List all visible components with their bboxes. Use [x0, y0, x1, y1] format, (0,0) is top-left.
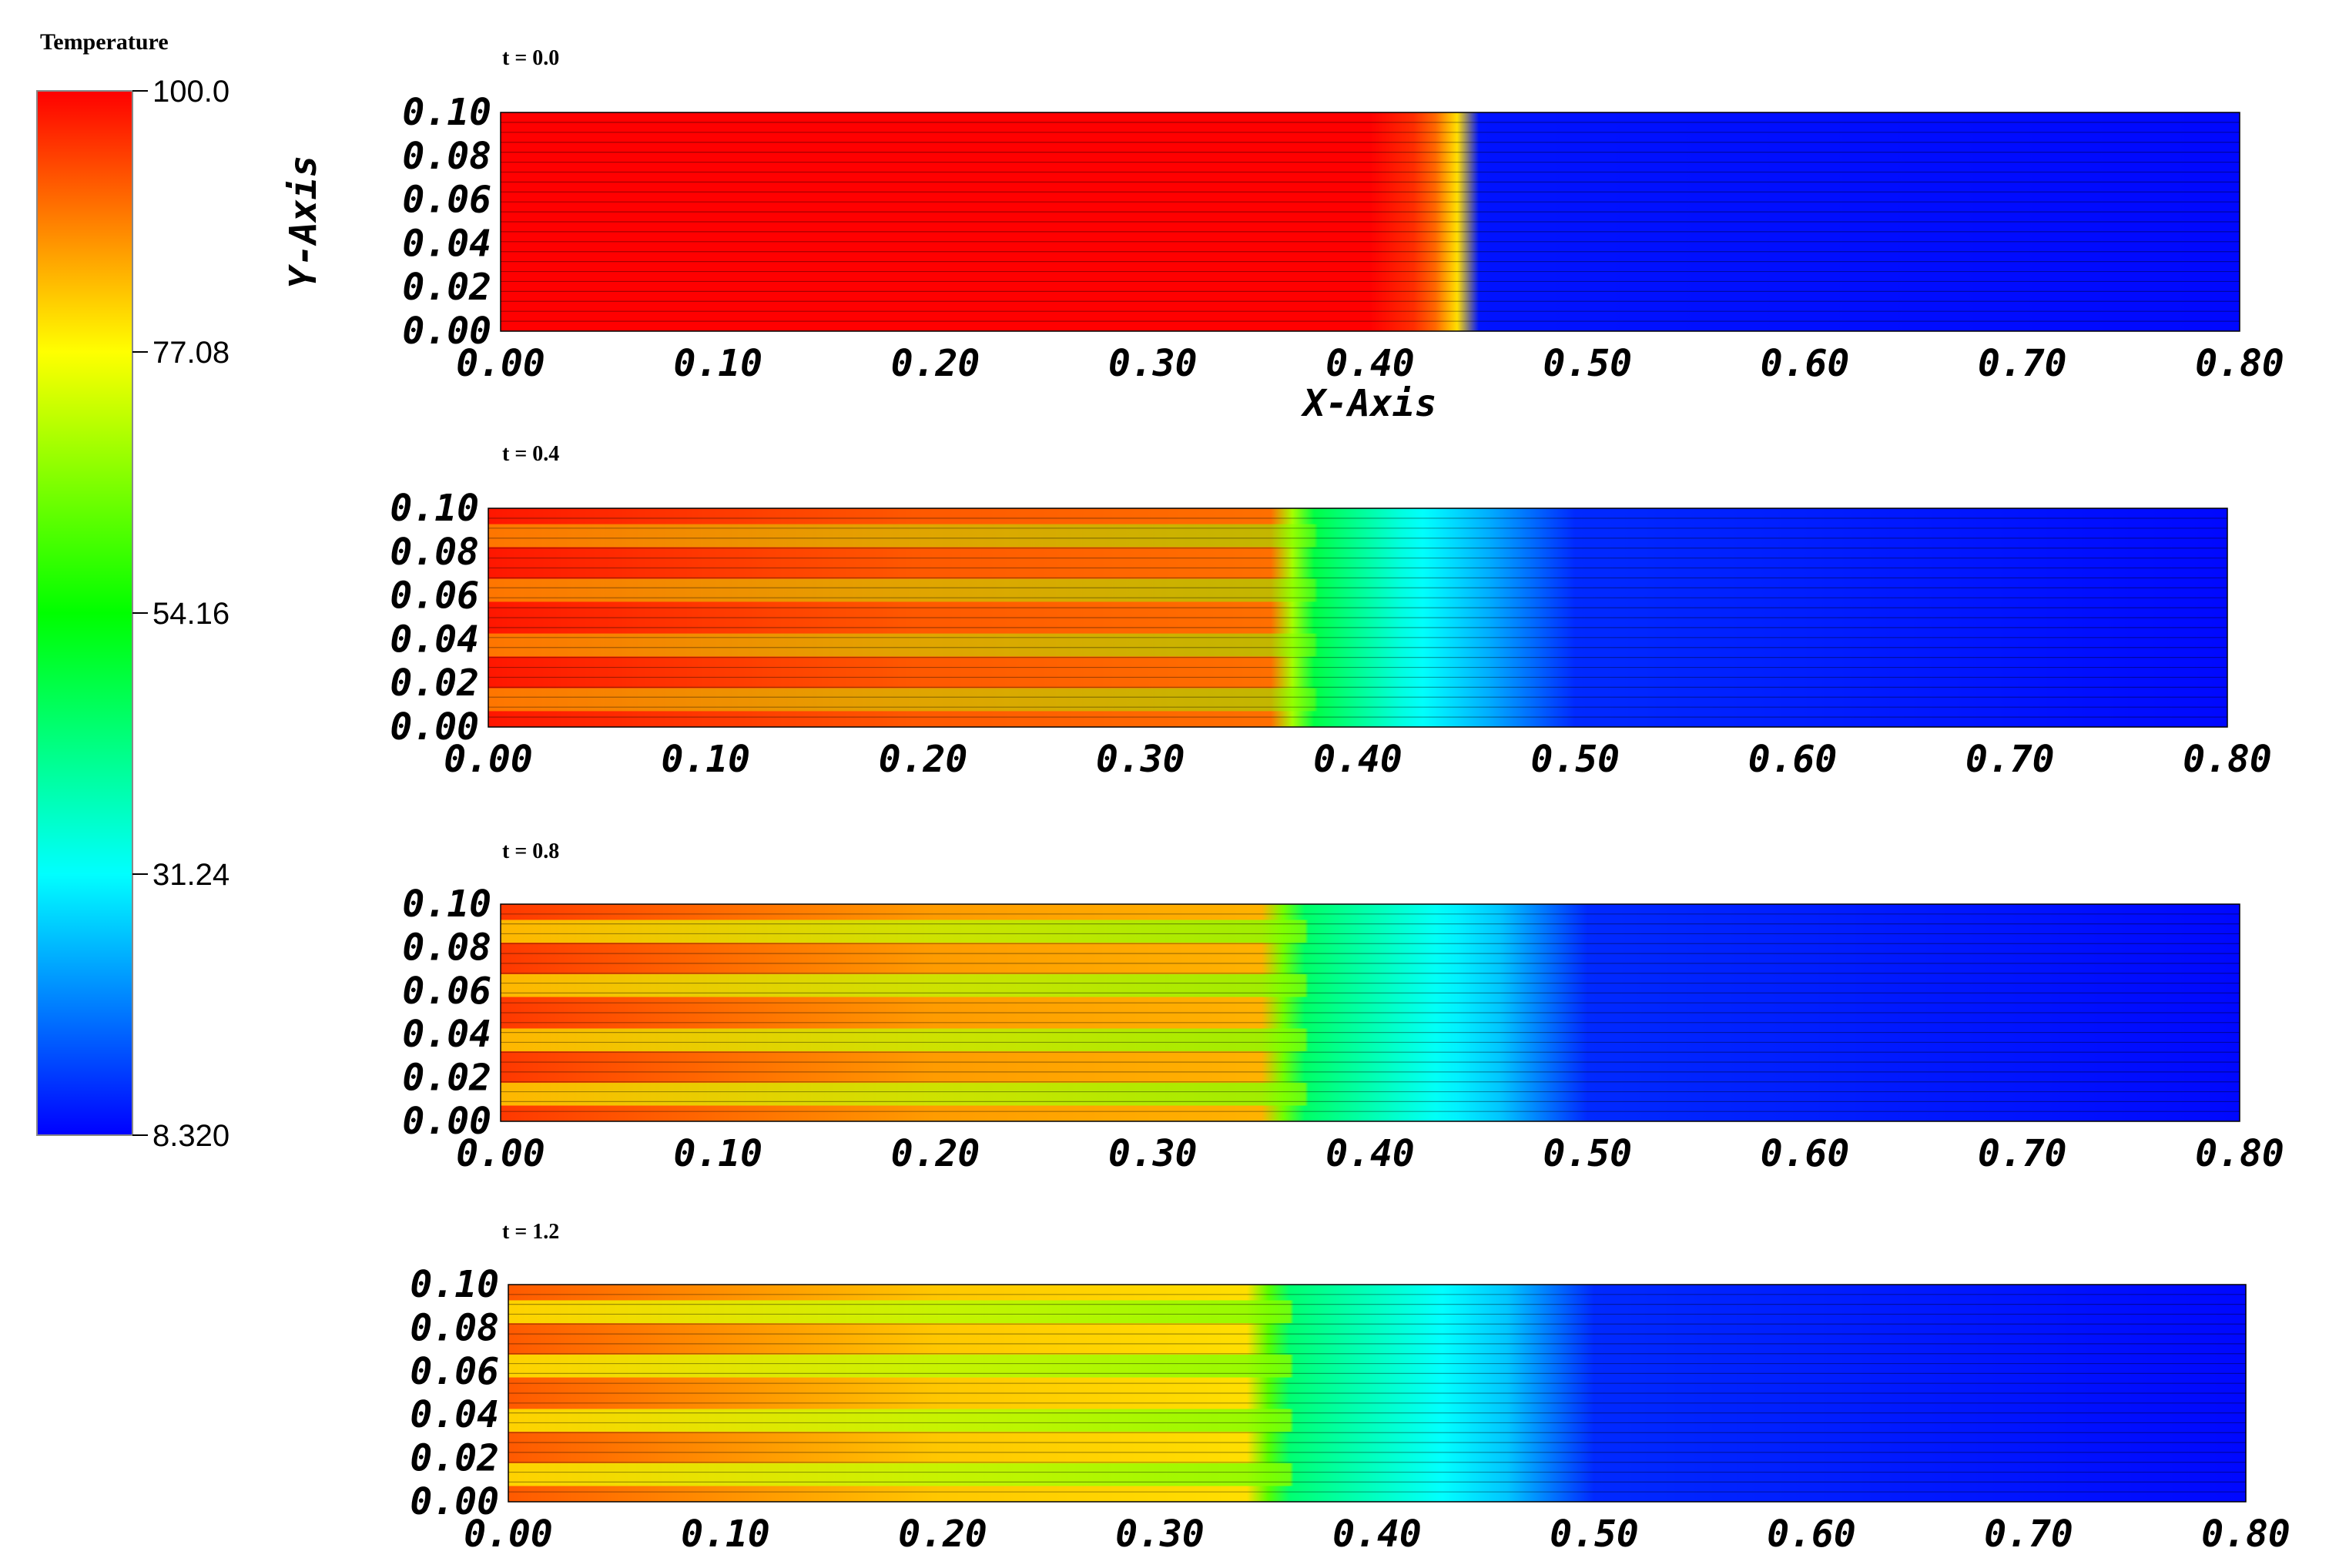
- y-tick-label: 0.00: [402, 1100, 491, 1143]
- x-tick-label: 0.50: [1550, 1513, 1639, 1556]
- x-tick-label: 0.60: [1761, 342, 1850, 385]
- x-tick-label: 0.10: [681, 1513, 770, 1556]
- colorbar-tick-label: 54.16: [152, 597, 230, 631]
- x-tick-label: 0.60: [1767, 1513, 1856, 1556]
- plot-frame: [508, 1284, 2247, 1503]
- x-tick-label: 0.50: [1543, 342, 1632, 385]
- y-tick-label: 0.10: [402, 91, 491, 134]
- x-tick-label: 0.40: [1313, 738, 1402, 781]
- x-tick-label: 0.60: [1748, 738, 1838, 781]
- x-tick-label: 0.70: [1978, 1132, 2067, 1175]
- x-tick-label: 0.60: [1761, 1132, 1850, 1175]
- x-tick-label: 0.00: [456, 342, 545, 385]
- colorbar-title: Temperature: [40, 29, 169, 55]
- y-axis-label: Y-Axis: [282, 155, 325, 288]
- cool-layer: [508, 1354, 2246, 1378]
- x-tick-label: 0.80: [2195, 1132, 2284, 1175]
- plot-frame: [500, 112, 2240, 332]
- x-tick-label: 0.80: [2183, 738, 2272, 781]
- y-tick-label: 0.02: [390, 662, 479, 705]
- cool-layer: [488, 688, 2227, 712]
- cool-layer: [501, 973, 2240, 997]
- y-tick-label: 0.04: [410, 1393, 499, 1436]
- y-tick-label: 0.00: [410, 1480, 499, 1523]
- y-tick-label: 0.04: [390, 618, 479, 661]
- y-tick-label: 0.06: [410, 1350, 499, 1393]
- y-tick-label: 0.00: [390, 705, 479, 749]
- cool-layer: [501, 920, 2240, 943]
- panel-title-4: t = 1.2: [502, 1220, 560, 1244]
- y-tick-label: 0.10: [390, 487, 479, 530]
- colorbar-tick-label: 8.320: [152, 1119, 230, 1153]
- y-tick-label: 0.02: [402, 1057, 491, 1100]
- x-tick-label: 0.10: [673, 1132, 762, 1175]
- x-tick-label: 0.40: [1325, 342, 1415, 385]
- y-tick-label: 0.06: [390, 575, 479, 618]
- y-tick-label: 0.06: [402, 179, 491, 222]
- plot-frame: [488, 508, 2228, 728]
- x-tick-label: 0.30: [1096, 738, 1185, 781]
- y-tick-label: 0.08: [390, 531, 479, 574]
- x-tick-label: 0.10: [661, 738, 750, 781]
- y-tick-label: 0.10: [402, 883, 491, 926]
- temperature-field: [501, 112, 2240, 331]
- panel-title-2: t = 0.4: [502, 442, 560, 466]
- x-tick-label: 0.80: [2195, 342, 2284, 385]
- panel-title-3: t = 0.8: [502, 839, 560, 863]
- x-tick-label: 0.20: [898, 1513, 987, 1556]
- cool-layer: [508, 1409, 2246, 1432]
- x-tick-label: 0.40: [1325, 1132, 1415, 1175]
- y-tick-label: 0.02: [410, 1437, 499, 1480]
- cool-layer: [508, 1300, 2246, 1324]
- heatmap-panel: 0.00 0.10 0.20 0.30 0.40 0.50 0.60 0.70 0.80 0.00…: [402, 883, 2284, 1175]
- x-tick-label: 0.00: [456, 1132, 545, 1175]
- y-tick-label: 0.02: [402, 266, 491, 309]
- y-tick-label: 0.08: [402, 926, 491, 969]
- x-tick-label: 0.50: [1543, 1132, 1632, 1175]
- y-tick-label: 0.08: [402, 135, 491, 178]
- cool-layer: [488, 633, 2227, 657]
- colorbar-tick-label: 100.0: [152, 75, 230, 109]
- x-tick-label: 0.40: [1332, 1513, 1422, 1556]
- colorbar: [36, 90, 133, 1136]
- cool-layer: [488, 578, 2227, 602]
- x-tick-label: 0.70: [1978, 342, 2067, 385]
- x-tick-label: 0.30: [1115, 1513, 1205, 1556]
- x-tick-label: 0.80: [2201, 1513, 2290, 1556]
- cool-layer: [508, 1462, 2246, 1486]
- y-tick-label: 0.04: [402, 222, 491, 265]
- x-tick-label: 0.30: [1108, 342, 1198, 385]
- cool-layer: [488, 524, 2227, 548]
- panel-title-1: t = 0.0: [502, 46, 560, 70]
- colorbar-tick-label: 77.08: [152, 336, 230, 370]
- y-tick-label: 0.10: [410, 1263, 499, 1306]
- x-tick-label: 0.70: [1965, 738, 2055, 781]
- x-tick-label: 0.70: [1984, 1513, 2073, 1556]
- heatmap-panel: 0.00 0.10 0.20 0.30 0.40 0.50 0.60 0.70 0.80 0.00…: [410, 1263, 2290, 1556]
- x-tick-label: 0.20: [879, 738, 968, 781]
- y-tick-label: 0.08: [410, 1306, 499, 1349]
- x-tick-label: 0.50: [1530, 738, 1620, 781]
- y-tick-label: 0.04: [402, 1013, 491, 1056]
- plot-frame: [500, 903, 2240, 1122]
- x-tick-label: 0.00: [464, 1513, 553, 1556]
- x-tick-label: 0.20: [891, 1132, 980, 1175]
- colorbar-tick-label: 31.24: [152, 858, 230, 892]
- heatmap-panel: 0.00 0.10 0.20 0.30 0.40 0.50 0.60 0.70 0.80 0.00…: [390, 487, 2271, 781]
- x-tick-label: 0.10: [673, 342, 762, 385]
- x-tick-label: 0.00: [444, 738, 533, 781]
- cool-layer: [501, 1028, 2240, 1052]
- x-axis-label: X-Axis: [1300, 382, 1436, 425]
- cool-layer: [501, 1082, 2240, 1106]
- y-tick-label: 0.06: [402, 970, 491, 1013]
- x-tick-label: 0.20: [891, 342, 980, 385]
- x-tick-label: 0.30: [1108, 1132, 1198, 1175]
- y-tick-label: 0.00: [402, 310, 491, 353]
- heatmap-panel: 0.00 0.10 0.20 0.30 0.40 0.50 0.60 0.70 0.80 0.00…: [282, 91, 2284, 425]
